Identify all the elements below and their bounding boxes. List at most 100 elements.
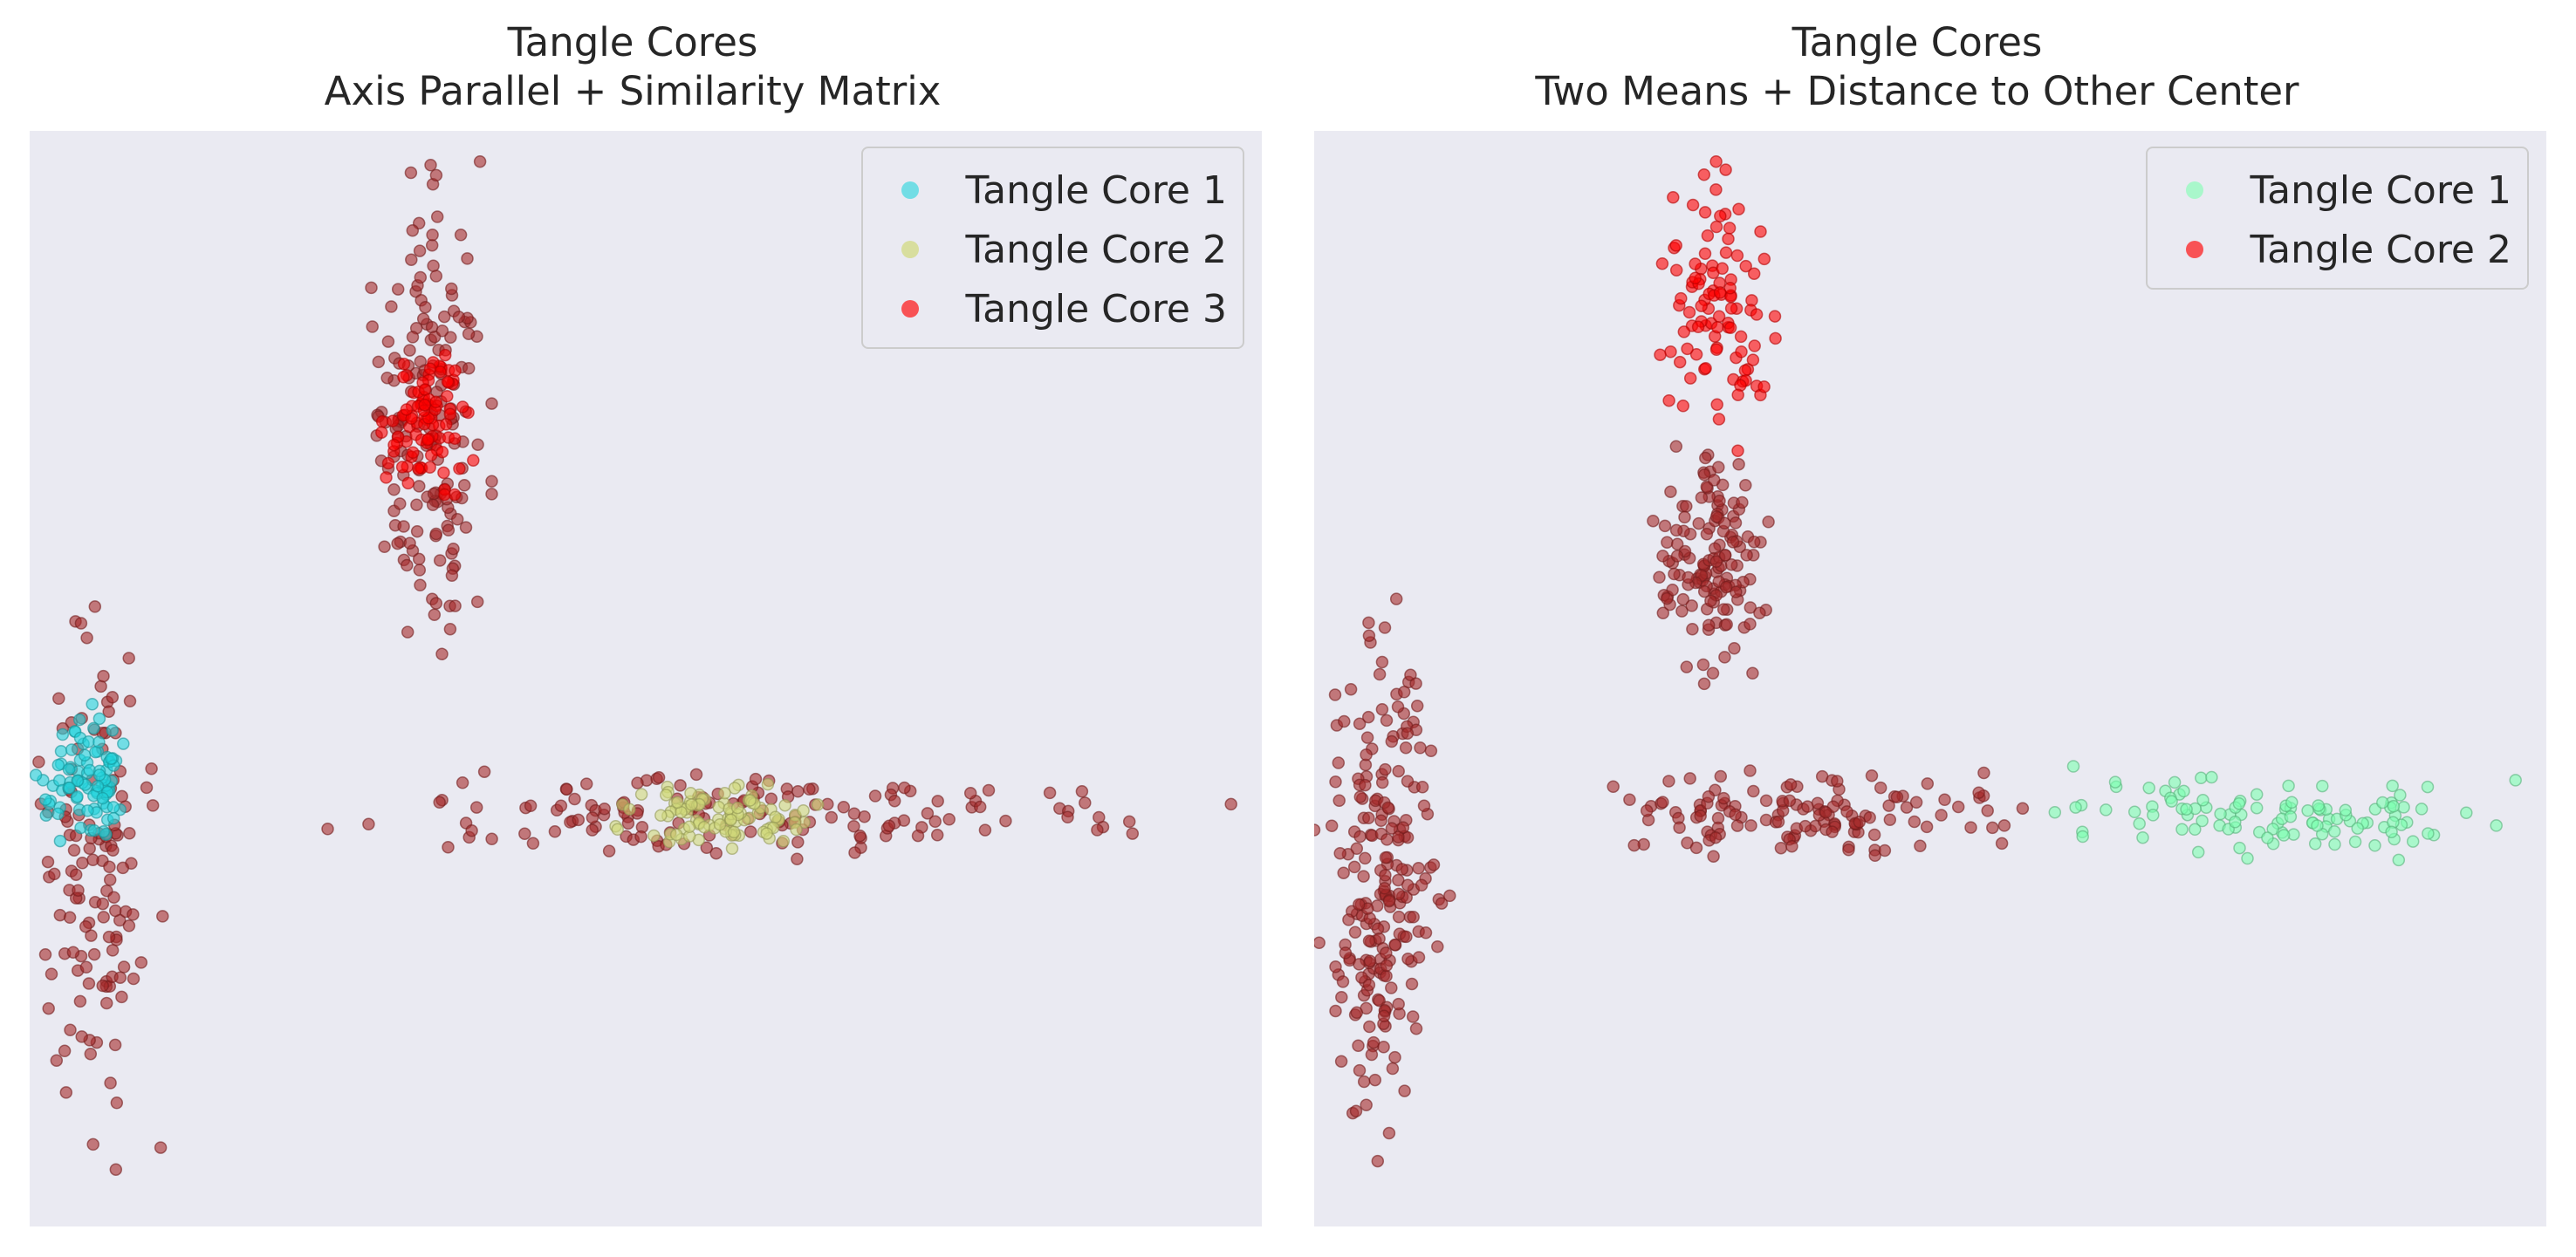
- scatter-plot: [30, 154, 1237, 1176]
- legend-marker: [2185, 181, 2203, 199]
- background-point: [321, 823, 334, 836]
- background-point: [1697, 677, 1711, 691]
- background-point: [134, 956, 148, 969]
- data-point: [91, 780, 105, 793]
- data-point: [2282, 779, 2295, 793]
- data-point: [2460, 806, 2473, 819]
- data-point: [51, 807, 65, 821]
- background-point: [1744, 819, 1757, 832]
- background-point: [1951, 800, 1965, 814]
- background-point: [621, 816, 635, 830]
- background-point: [1729, 516, 1743, 529]
- background-point: [97, 911, 110, 924]
- data-point: [1722, 232, 1735, 246]
- background-point: [154, 1141, 168, 1154]
- background-point: [1627, 838, 1641, 852]
- legend-marker: [901, 241, 919, 258]
- background-point: [41, 855, 55, 869]
- background-point: [928, 815, 942, 829]
- background-point: [853, 829, 867, 843]
- background-point: [1385, 734, 1399, 748]
- background-point: [83, 842, 96, 855]
- background-point: [117, 960, 131, 973]
- data-point: [1757, 380, 1771, 393]
- background-point: [485, 475, 498, 488]
- data-point: [685, 798, 698, 811]
- data-point: [811, 798, 825, 811]
- background-point: [1363, 1020, 1376, 1034]
- background-point: [79, 960, 93, 974]
- data-point: [684, 787, 697, 800]
- data-point: [1673, 355, 1687, 369]
- background-point: [406, 331, 420, 344]
- background-point: [1783, 794, 1797, 808]
- background-point: [58, 1044, 72, 1058]
- background-point: [405, 253, 418, 266]
- background-point: [1357, 870, 1370, 883]
- data-point: [386, 414, 400, 427]
- background-point: [887, 794, 901, 808]
- background-point: [140, 781, 154, 795]
- background-point: [1669, 440, 1683, 454]
- data-point: [453, 462, 466, 475]
- background-point: [86, 1137, 99, 1151]
- background-point: [1747, 535, 1761, 549]
- background-point: [1399, 741, 1413, 755]
- background-point: [1378, 621, 1392, 634]
- background-point: [391, 536, 404, 550]
- data-point: [2066, 760, 2080, 773]
- background-point: [485, 832, 498, 846]
- data-point: [1669, 263, 1683, 277]
- legend-marker: [901, 181, 919, 199]
- background-point: [1981, 804, 1994, 817]
- background-point: [1379, 869, 1392, 882]
- background-point: [1831, 775, 1844, 788]
- data-point: [438, 348, 452, 362]
- data-point: [2177, 784, 2190, 798]
- background-point: [1865, 769, 1879, 782]
- background-point: [433, 554, 447, 567]
- background-point: [1744, 618, 1757, 631]
- data-point: [375, 426, 388, 439]
- background-point: [378, 540, 391, 554]
- data-point: [2266, 823, 2279, 836]
- background-point: [80, 631, 93, 645]
- data-point: [1754, 225, 1767, 238]
- background-point: [1075, 785, 1089, 798]
- background-point: [372, 355, 386, 369]
- legend-label: Tangle Core 2: [965, 227, 1227, 272]
- background-point: [403, 536, 416, 550]
- background-point: [1900, 801, 1914, 814]
- background-point: [1334, 1055, 1348, 1068]
- background-point: [42, 1001, 55, 1015]
- background-point: [1704, 594, 1717, 608]
- background-point: [445, 282, 458, 296]
- background-point: [1339, 946, 1353, 960]
- background-point: [113, 971, 127, 984]
- data-point: [2285, 796, 2299, 810]
- data-point: [92, 712, 106, 726]
- background-point: [1409, 677, 1422, 690]
- background-point: [1338, 714, 1351, 728]
- background-point: [87, 947, 101, 961]
- background-point: [554, 799, 568, 813]
- background-point: [59, 1086, 73, 1099]
- background-point: [1360, 748, 1373, 762]
- data-point: [1698, 247, 1712, 261]
- background-point: [1353, 830, 1367, 844]
- background-point: [103, 860, 116, 874]
- data-point: [53, 834, 67, 848]
- background-point: [1353, 1063, 1367, 1077]
- background-point: [1707, 850, 1720, 863]
- background-point: [1409, 1021, 1423, 1035]
- data-point: [78, 748, 92, 762]
- data-point: [2312, 799, 2325, 812]
- background-point: [1914, 839, 1927, 853]
- background-point: [1362, 934, 1376, 947]
- background-point: [1683, 772, 1696, 785]
- data-point: [2232, 796, 2246, 810]
- legend-marker: [2185, 241, 2203, 258]
- data-point: [634, 788, 648, 801]
- background-point: [1392, 997, 1405, 1011]
- background-point: [477, 765, 491, 778]
